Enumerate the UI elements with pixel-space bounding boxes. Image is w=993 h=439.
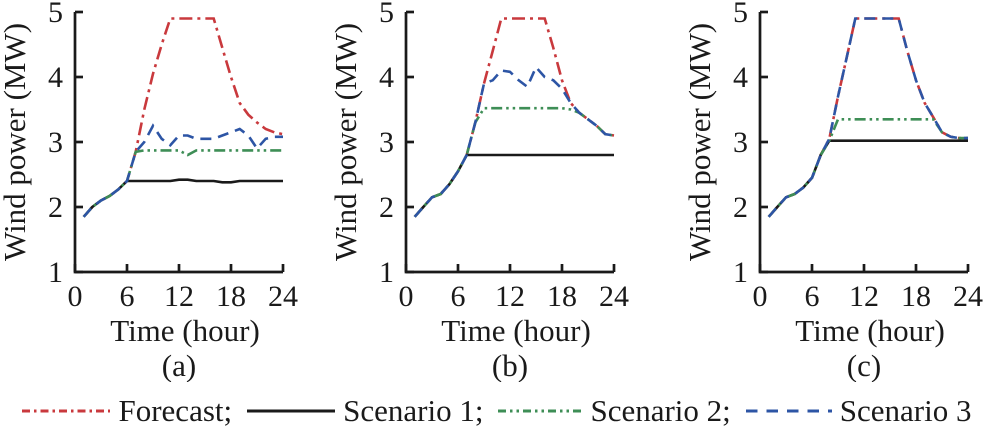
legend: Forecast; Scenario 1; Scenario 2; Scenar…: [0, 382, 993, 439]
y-tick-label: 4: [379, 61, 394, 94]
x-tick-label: 12: [495, 280, 525, 313]
x-tick-label: 6: [451, 280, 466, 313]
x-tick-label: 0: [399, 280, 414, 313]
x-axis-label: Time (hour): [110, 313, 260, 348]
y-tick-label: 3: [379, 126, 394, 159]
scenario-1-line-sample: [247, 409, 336, 412]
y-axis-label: Wind power (MW): [682, 23, 717, 261]
axes: [404, 12, 614, 274]
y-tick-label: 2: [48, 191, 63, 224]
x-tick-label: 6: [120, 280, 135, 313]
forecast-line: [767, 17, 968, 218]
forecast-line: [413, 17, 615, 218]
subplot-label: (c): [847, 348, 881, 382]
y-axis-label: Wind power (MW): [0, 23, 32, 261]
legend-item-scenario-3: Scenario 3: [745, 395, 972, 426]
x-axis-label: Time (hour): [795, 313, 945, 348]
y-tick-label: 1: [733, 256, 748, 289]
legend-label-scenario-3: Scenario 3: [839, 393, 972, 428]
scenario2-line: [413, 106, 615, 218]
forecast-line: [82, 17, 284, 218]
scenario-3-line-sample: [745, 409, 832, 412]
legend-item-scenario-2: Scenario 2;: [497, 393, 731, 428]
x-tick-label: 12: [849, 280, 879, 313]
y-tick-label: 4: [48, 61, 63, 94]
x-tick-label: 0: [753, 280, 768, 313]
x-tick-label: 0: [68, 280, 83, 313]
scenario1-line: [413, 153, 614, 218]
y-tick-label: 3: [48, 126, 63, 159]
forecast-line-sample: [22, 409, 111, 412]
x-tick-label: 18: [901, 280, 931, 313]
scenario2-line: [767, 118, 968, 218]
x-tick-label: 18: [547, 280, 577, 313]
legend-label-scenario-1: Scenario 1;: [343, 393, 484, 428]
x-tick-label: 12: [164, 280, 194, 313]
scenario-2-line-sample: [498, 409, 583, 412]
subplot-label: (b): [492, 348, 528, 382]
x-tick-label: 24: [953, 280, 983, 313]
y-tick-label: 4: [733, 61, 748, 94]
subplot-label: (a): [162, 348, 196, 382]
y-tick-label: 5: [733, 0, 748, 29]
y-tick-label: 2: [379, 191, 394, 224]
legend-item-scenario-1: Scenario 1;: [246, 395, 483, 426]
y-tick-label: 2: [733, 191, 748, 224]
x-tick-label: 6: [805, 280, 820, 313]
y-tick-label: 1: [48, 256, 63, 289]
legend-label-scenario-2: Scenario 2;: [590, 393, 731, 428]
x-tick-label: 24: [599, 280, 629, 313]
y-tick-label: 1: [379, 256, 394, 289]
y-axis-label: Wind power (MW): [328, 23, 363, 261]
legend-label-forecast: Forecast;: [118, 393, 233, 428]
y-tick-label: 5: [379, 0, 394, 29]
scenario3-line: [82, 123, 283, 218]
x-tick-label: 24: [268, 280, 298, 313]
scenario2-line: [82, 149, 283, 218]
y-tick-label: 3: [733, 126, 748, 159]
legend-item-forecast: Forecast;: [21, 395, 232, 426]
x-tick-label: 18: [216, 280, 246, 313]
y-tick-label: 5: [48, 0, 63, 29]
x-axis-label: Time (hour): [441, 313, 591, 348]
scenario3-line: [767, 17, 968, 218]
scenario1-line: [82, 178, 283, 218]
scenario1-line: [767, 139, 968, 218]
scenario3-line: [413, 64, 615, 218]
